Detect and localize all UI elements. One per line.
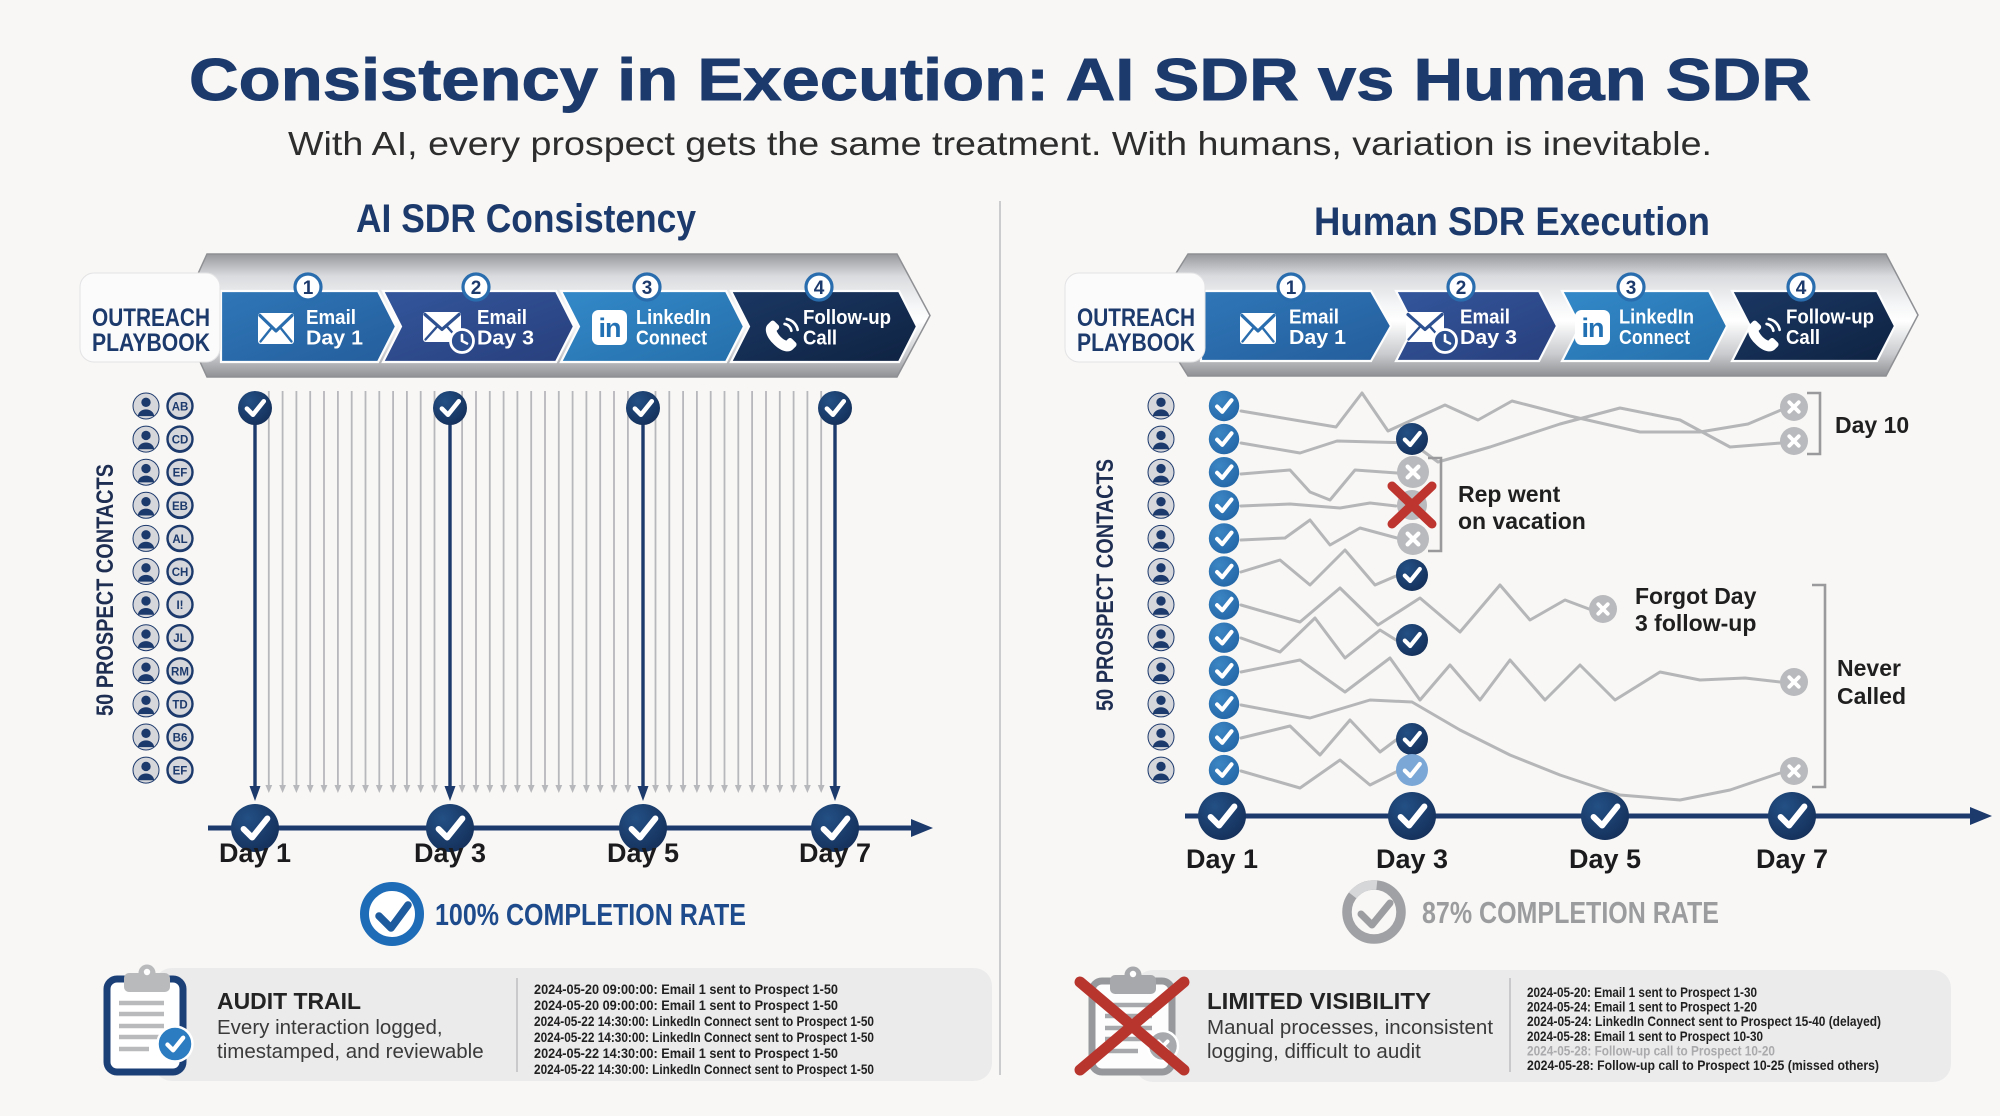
svg-text:50 PROSPECT CONTACTS: 50 PROSPECT CONTACTS <box>1092 459 1119 711</box>
svg-text:2024-05-24: LinkedIn Connect s: 2024-05-24: LinkedIn Connect sent to Pro… <box>1527 1013 1881 1029</box>
svg-text:100% COMPLETION RATE: 100% COMPLETION RATE <box>435 897 746 932</box>
svg-text:B6: B6 <box>173 733 188 745</box>
svg-text:EF: EF <box>173 766 188 778</box>
svg-text:87% COMPLETION RATE: 87% COMPLETION RATE <box>1422 895 1719 930</box>
svg-text:TD: TD <box>172 699 187 711</box>
svg-text:in: in <box>1582 313 1604 343</box>
svg-text:Day 1: Day 1 <box>219 838 291 868</box>
svg-text:1: 1 <box>1286 278 1297 299</box>
svg-text:JL: JL <box>173 633 186 645</box>
svg-text:on vacation: on vacation <box>1458 508 1586 534</box>
svg-text:AB: AB <box>172 402 189 414</box>
svg-text:Never: Never <box>1837 655 1901 681</box>
svg-text:4: 4 <box>1796 278 1807 299</box>
svg-text:4: 4 <box>814 278 825 299</box>
svg-text:Email: Email <box>477 307 527 329</box>
svg-text:Follow-up: Follow-up <box>803 307 891 329</box>
svg-text:Call: Call <box>1786 327 1820 349</box>
svg-text:Consistency in Execution: AI S: Consistency in Execution: AI SDR vs Huma… <box>189 47 1811 113</box>
svg-text:2024-05-22 14:30:00: LinkedIn: 2024-05-22 14:30:00: LinkedIn Connect se… <box>534 1013 874 1029</box>
svg-text:2024-05-20 09:00:00: Email 1 s: 2024-05-20 09:00:00: Email 1 sent to Pro… <box>534 981 838 997</box>
svg-text:AI SDR Consistency: AI SDR Consistency <box>356 197 697 241</box>
svg-text:Email: Email <box>1460 307 1510 329</box>
svg-text:2024-05-24: Email 1 sent to Pr: 2024-05-24: Email 1 sent to Prospect 1-2… <box>1527 999 1757 1015</box>
svg-text:LIMITED VISIBILITY: LIMITED VISIBILITY <box>1207 988 1431 1014</box>
svg-text:Day 3: Day 3 <box>1376 844 1448 874</box>
svg-text:Email: Email <box>306 307 356 329</box>
svg-text:Called: Called <box>1837 683 1906 709</box>
svg-text:Email: Email <box>1289 307 1339 329</box>
svg-text:EF: EF <box>173 468 188 480</box>
svg-text:RM: RM <box>171 666 189 678</box>
svg-text:Day 1: Day 1 <box>1186 844 1258 874</box>
svg-text:2024-05-22 14:30:00: Email 1 s: 2024-05-22 14:30:00: Email 1 sent to Pro… <box>534 1045 838 1061</box>
svg-text:in: in <box>599 313 621 343</box>
svg-text:2024-05-20: Email 1 sent to Pr: 2024-05-20: Email 1 sent to Prospect 1-3… <box>1527 984 1757 1000</box>
svg-text:AUDIT TRAIL: AUDIT TRAIL <box>217 988 361 1014</box>
svg-text:2024-05-28: Email 1 sent to Pr: 2024-05-28: Email 1 sent to Prospect 10-… <box>1527 1028 1763 1044</box>
svg-text:50 PROSPECT CONTACTS: 50 PROSPECT CONTACTS <box>92 464 119 716</box>
svg-text:Follow-up: Follow-up <box>1786 307 1874 329</box>
svg-text:2024-05-28: Follow-up call to: 2024-05-28: Follow-up call to Prospect 1… <box>1527 1057 1879 1073</box>
svg-text:Human SDR Execution: Human SDR Execution <box>1314 200 1710 244</box>
svg-text:1: 1 <box>303 278 314 299</box>
svg-text:Manual processes, inconsistent: Manual processes, inconsistent <box>1207 1016 1493 1039</box>
svg-text:Connect: Connect <box>1619 327 1690 349</box>
svg-text:3: 3 <box>642 278 653 299</box>
svg-text:logging, difficult to audit: logging, difficult to audit <box>1207 1040 1421 1063</box>
svg-text:Day 3: Day 3 <box>414 838 486 868</box>
svg-text:With AI, every prospect gets t: With AI, every prospect gets the same tr… <box>288 125 1712 162</box>
svg-text:Connect: Connect <box>636 328 707 350</box>
svg-text:Day 3: Day 3 <box>1460 327 1517 349</box>
svg-text:3 follow-up: 3 follow-up <box>1635 610 1756 636</box>
svg-text:2024-05-20 09:00:00: Email 1 s: 2024-05-20 09:00:00: Email 1 sent to Pro… <box>534 997 838 1013</box>
svg-text:PLAYBOOK: PLAYBOOK <box>92 329 210 357</box>
svg-text:Forgot Day: Forgot Day <box>1635 583 1757 609</box>
svg-text:Day 5: Day 5 <box>607 838 679 868</box>
svg-text:LinkedIn: LinkedIn <box>636 307 711 329</box>
svg-text:Every interaction logged,: Every interaction logged, <box>217 1016 443 1039</box>
svg-text:3: 3 <box>1626 278 1637 299</box>
svg-text:2: 2 <box>471 278 482 299</box>
svg-text:Day 10: Day 10 <box>1835 412 1909 438</box>
svg-text:I!: I! <box>176 600 183 612</box>
svg-text:EB: EB <box>172 501 188 513</box>
svg-text:Day 1: Day 1 <box>306 328 363 350</box>
svg-text:OUTREACH: OUTREACH <box>1077 304 1195 332</box>
svg-text:LinkedIn: LinkedIn <box>1619 307 1694 329</box>
svg-text:2024-05-22 14:30:00: LinkedIn: 2024-05-22 14:30:00: LinkedIn Connect se… <box>534 1061 874 1077</box>
svg-text:2: 2 <box>1456 278 1467 299</box>
svg-text:2024-05-22 14:30:00: LinkedIn: 2024-05-22 14:30:00: LinkedIn Connect se… <box>534 1029 874 1045</box>
svg-text:2024-05-28: Follow-up call to: 2024-05-28: Follow-up call to Prospect 1… <box>1527 1042 1775 1058</box>
svg-text:PLAYBOOK: PLAYBOOK <box>1077 329 1195 357</box>
svg-text:Day 5: Day 5 <box>1569 844 1641 874</box>
svg-text:Day 7: Day 7 <box>799 838 871 868</box>
svg-text:Call: Call <box>803 328 837 350</box>
svg-text:Day 1: Day 1 <box>1289 327 1346 349</box>
svg-text:timestamped, and reviewable: timestamped, and reviewable <box>217 1040 484 1063</box>
svg-text:CH: CH <box>172 567 189 579</box>
svg-text:Day 3: Day 3 <box>477 328 534 350</box>
svg-text:AL: AL <box>172 534 187 546</box>
svg-text:CD: CD <box>172 435 189 447</box>
svg-text:Day 7: Day 7 <box>1756 844 1828 874</box>
svg-text:OUTREACH: OUTREACH <box>92 304 210 332</box>
svg-text:Rep went: Rep went <box>1458 481 1561 507</box>
